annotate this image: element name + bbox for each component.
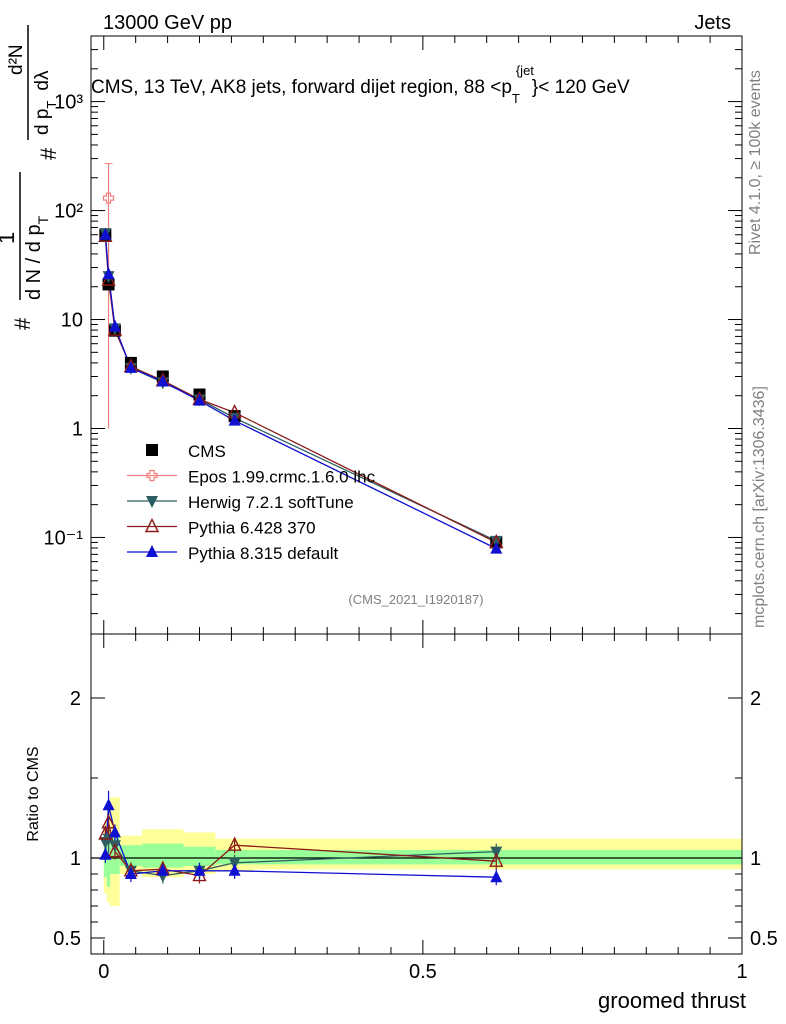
y-tick-label: 10⁻¹ <box>44 527 84 549</box>
ratio-point-herwig-7-2-1-softtune <box>490 846 503 859</box>
ylabel-num: d²N <box>6 44 27 75</box>
point-pythia-8-315-default <box>193 393 206 406</box>
ratio-marks <box>98 798 504 883</box>
legend-label-herwig-7-2-1-softtune: Herwig 7.2.1 softTune <box>188 493 354 512</box>
x-axis-label: groomed thrust <box>598 988 746 1013</box>
legend-label-cms: CMS <box>188 442 226 461</box>
ratio-point-pythia-8-315-default <box>108 825 121 838</box>
ratio-frame <box>90 633 743 955</box>
legend: CMS Epos 1.99.crmc.1.6.0 lhc Herwig 7.2.1 … <box>127 442 376 563</box>
legend-marker-cms <box>146 444 158 456</box>
ylabel-den: d N / d pT <box>23 215 51 300</box>
ratio-point-pythia-6-428-370 <box>489 852 504 867</box>
ratio-y-tick-label: 1 <box>70 848 81 870</box>
header-left: 13000 GeV pp <box>103 12 232 34</box>
title-sup: {jet <box>516 63 534 78</box>
ratio-point-pythia-6-428-370 <box>101 814 116 829</box>
ylabel-one: 1 <box>0 232 19 244</box>
ratio-band-inner <box>183 846 216 866</box>
point-epos-1-99-crmc-1-6-0-lhc <box>102 192 115 204</box>
title-pre: CMS, 13 TeV, AK8 jets, forward dijet reg… <box>91 77 512 98</box>
ratio-point-pythia-8-315-default <box>490 870 503 883</box>
point-pythia-8-315-default <box>102 267 115 280</box>
ratio-point-pythia-8-315-default <box>99 847 112 860</box>
point-pythia-8-315-default <box>228 413 241 426</box>
legend-label-pythia-6-428-370: Pythia 6.428 370 <box>188 519 316 538</box>
legend-marker-epos-1-99-crmc-1-6-0-lhc <box>146 469 158 482</box>
point-pythia-8-315-default <box>156 374 169 387</box>
main-title: CMS, 13 TeV, AK8 jets, forward dijet reg… <box>91 63 630 106</box>
ratio-y-label: Ratio to CMS <box>25 746 42 841</box>
mcplots-label: mcplots.cern.ch [arXiv:1306.3436] <box>751 386 768 628</box>
ratio-y-tick-label: 0.5 <box>53 928 81 950</box>
ratio-ticks: 0.5 0.51 12 20 0.5 1 <box>53 634 778 983</box>
y-tick-label: 1 <box>72 418 83 440</box>
main-marks <box>98 192 504 554</box>
point-pythia-8-315-default <box>124 360 137 373</box>
legend-label-pythia-8-315-default: Pythia 8.315 default <box>188 544 339 563</box>
y-tick-label: 10³ <box>54 92 83 114</box>
y-tick-label: 10 <box>61 310 83 332</box>
y-axis-label: # 1 d N / d pT # d²N d pTdλ <box>0 25 61 330</box>
main-ticks: 10⁻¹ 1 10 10² 10³ <box>44 35 743 634</box>
x-tick-label: 0.5 <box>409 961 437 983</box>
x-tick-label: 1 <box>736 961 747 983</box>
ylabel-nden: d pTdλ <box>32 70 59 135</box>
header-right: Jets <box>694 12 731 34</box>
ratio-point-pythia-8-315-default <box>124 867 137 879</box>
point-pythia-8-315-default <box>490 541 503 554</box>
ratio-point-pythia-8-315-default <box>156 863 169 876</box>
analysis-watermark: (CMS_2021_I1920187) <box>348 592 483 607</box>
main-lines <box>104 163 497 550</box>
ratio-point-pythia-8-315-default <box>102 798 115 811</box>
ratio-point-pythia-8-315-default <box>193 863 206 876</box>
ratio-point-pythia-6-428-370 <box>107 843 123 858</box>
ratio-point-pythia-8-315-default <box>228 863 241 876</box>
ylabel-hash1: # <box>10 317 35 330</box>
ratio-y-tick-label: 2 <box>70 688 81 710</box>
title-post: }< 120 GeV <box>532 77 630 98</box>
ratio-bands <box>91 797 742 906</box>
legend-marker-pythia-8-315-default <box>146 545 158 557</box>
ratio-y-tick-label-right: 2 <box>750 688 761 710</box>
ylabel-hash2: # <box>36 147 61 160</box>
legend-marker-herwig-7-2-1-softtune <box>146 496 158 508</box>
rivet-version-label: Rivet 4.1.0, ≥ 100k events <box>747 70 764 255</box>
legend-marker-pythia-6-428-370 <box>144 517 160 533</box>
y-tick-label: 10² <box>54 201 83 223</box>
ratio-y-tick-label-right: 1 <box>750 848 761 870</box>
ratio-y-tick-label-right: 0.5 <box>750 928 778 950</box>
ratio-panel: 0.5 0.51 12 20 0.5 1 <box>53 633 778 983</box>
x-tick-label: 0 <box>98 961 109 983</box>
point-pythia-8-315-default <box>108 319 121 332</box>
ratio-point-pythia-6-428-370 <box>227 836 242 851</box>
point-pythia-8-315-default <box>99 227 112 240</box>
main-panel: 10⁻¹ 1 10 10² 10³ <box>44 35 743 635</box>
title-sub: T <box>512 91 520 106</box>
legend-label-epos-1-99-crmc-1-6-0-lhc: Epos 1.99.crmc.1.6.0 lhc <box>188 468 376 487</box>
ratio-point-herwig-7-2-1-softtune <box>108 840 121 853</box>
ratio-point-pythia-6-428-370 <box>98 825 113 840</box>
